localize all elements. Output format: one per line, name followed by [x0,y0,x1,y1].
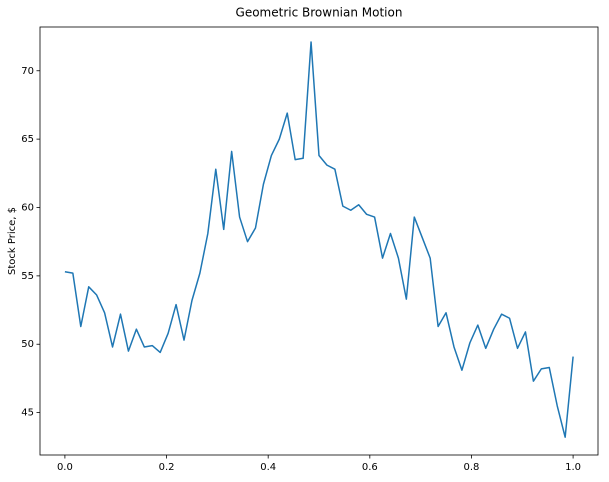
x-tick-label: 0.4 [260,462,276,473]
x-tick-label: 0.8 [464,462,480,473]
chart-title: Geometric Brownian Motion [236,6,403,20]
y-tick-label: 50 [21,339,34,350]
y-tick-label: 60 [21,202,34,213]
y-tick-label: 70 [21,66,34,77]
data-line [64,41,574,438]
y-tick-label: 55 [21,271,34,282]
x-tick-label: 0.0 [57,462,73,473]
plot-frame [39,26,599,456]
x-tick-label: 1.0 [565,462,581,473]
x-tick-label: 0.2 [159,462,175,473]
y-tick-label: 45 [21,408,34,419]
y-tick-label: 65 [21,134,34,145]
x-tick-label: 0.6 [362,462,378,473]
y-axis-label: Stock Price, $ [7,207,18,275]
